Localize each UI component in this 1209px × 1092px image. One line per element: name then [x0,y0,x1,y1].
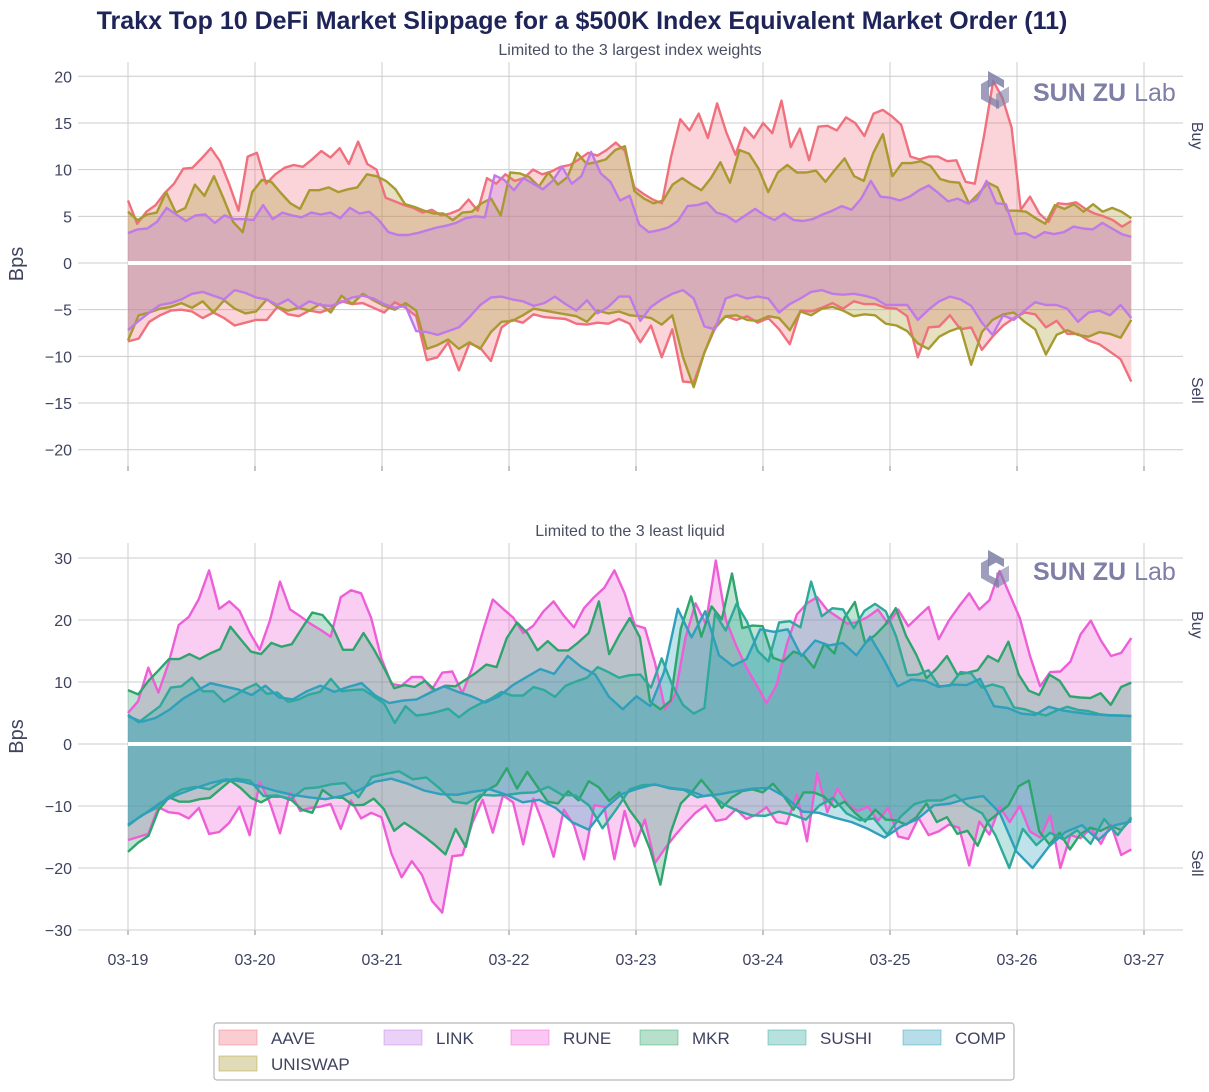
legend-item-link: LINK [383,1029,474,1048]
legend-item-uniswap: UNISWAP [218,1055,350,1074]
area-aave-sell [128,265,1132,383]
y-axis-label: Bps [6,247,28,281]
x-tick-label: 03-22 [489,952,530,969]
line-sushi-buy [127,580,1132,725]
zero-band [128,261,1132,265]
y-tick-label: 5 [63,209,72,226]
line-uniswap-sell [126,292,1133,389]
y-tick-label: −10 [45,799,72,816]
chart-title: Trakx Top 10 DeFi Market Slippage for a … [97,7,1068,35]
area-rune-sell [128,746,1132,913]
series-fills [128,81,1132,388]
panel-subtitle: Limited to the 3 least liquid [535,523,724,540]
x-tick-label: 03-27 [1124,952,1165,969]
watermark-brand-bold: SUN ZU [1033,79,1126,107]
y-axis-label: Bps [6,719,28,753]
legend-label: LINK [436,1029,474,1048]
y-tick-label: 10 [54,675,72,692]
legend-item-rune: RUNE [510,1029,611,1048]
bottom-panel: 03-19 03-20 03-21 03-22 03-23 03-24 03-25 03-26… [6,523,1205,969]
legend-swatch [639,1029,679,1046]
area-sushi-buy [128,581,1132,742]
watermark-top: SUN ZU Lab [981,71,1176,110]
series-lines [127,559,1133,914]
x-tick-label: 03-20 [235,952,276,969]
y-tick-label: 20 [54,613,72,630]
legend-item-aave: AAVE [218,1029,315,1048]
series-lines [126,79,1133,389]
line-rune-buy [127,559,1133,714]
area-link-buy [128,151,1132,261]
buy-side-label: Buy [1188,611,1205,639]
sun-zu-lab-logo-icon [981,71,1009,110]
line-link-buy [127,150,1132,239]
y-tick-label: 0 [63,256,72,273]
y-tick-label: 30 [54,551,72,568]
y-tick-label: −20 [45,443,72,460]
zero-band [128,742,1132,746]
legend-label: COMP [955,1029,1006,1048]
legend-label: SUSHI [820,1029,872,1048]
sell-side-label: Sell [1188,377,1205,404]
watermark-brand-light: Lab [1134,79,1176,107]
x-tick-label: 03-23 [616,952,657,969]
x-tick-label: 03-24 [743,952,784,969]
watermark-bottom: SUN ZU Lab [981,550,1176,589]
area-comp-buy [128,608,1132,742]
line-comp-sell [127,777,1132,870]
legend-label: AAVE [271,1029,315,1048]
legend: AAVE LINK RUNE MKR SUSHI COMP UNISWAP [213,1022,1015,1081]
watermark-brand-light: Lab [1134,558,1176,586]
panel-subtitle: Limited to the 3 largest index weights [498,42,761,59]
legend-swatch [902,1029,942,1046]
legend-item-comp: COMP [902,1029,1006,1048]
sell-side-label: Sell [1188,850,1205,877]
area-sushi-sell [128,746,1132,868]
y-tick-label: −15 [45,396,72,413]
x-tick-label: 03-26 [997,952,1038,969]
legend-swatch [218,1055,258,1072]
legend-item-sushi: SUSHI [767,1029,872,1048]
area-link-sell [128,265,1132,335]
legend-label: MKR [692,1029,730,1048]
buy-side-label: Buy [1188,122,1205,150]
line-link-sell [127,288,1133,337]
line-uniswap-buy [127,133,1132,234]
area-uniswap-sell [128,265,1132,388]
legend-swatch [510,1029,550,1046]
legend-item-mkr: MKR [639,1029,730,1048]
legend-swatch [767,1029,807,1046]
legend-swatch [383,1029,423,1046]
legend-swatch [218,1029,258,1046]
top-panel: 20 15 10 5 0 −5 −10 −15 −20 Limited to the 3 larg… [6,42,1205,471]
series-fills [128,560,1132,913]
x-tick-label: 03-25 [870,952,911,969]
legend-label: UNISWAP [271,1055,350,1074]
sun-zu-lab-logo-icon [981,550,1009,589]
legend-frame [213,1022,1015,1081]
y-tick-label: 15 [54,116,72,133]
y-tick-label: −10 [45,349,72,366]
y-tick-label: −20 [45,861,72,878]
x-tick-label: 03-19 [108,952,149,969]
line-rune-sell [127,771,1132,914]
y-tick-label: −5 [54,303,72,320]
line-comp-buy [127,607,1132,723]
legend-label: RUNE [563,1029,611,1048]
x-tick-label: 03-21 [362,952,403,969]
y-tick-label: −30 [45,923,72,940]
y-tick-label: 20 [54,69,72,86]
y-tick-label: 10 [54,163,72,180]
line-aave-sell [127,300,1133,384]
line-mkr-sell [127,767,1133,886]
y-tick-label: 0 [63,737,72,754]
watermark-brand-bold: SUN ZU [1033,558,1126,586]
